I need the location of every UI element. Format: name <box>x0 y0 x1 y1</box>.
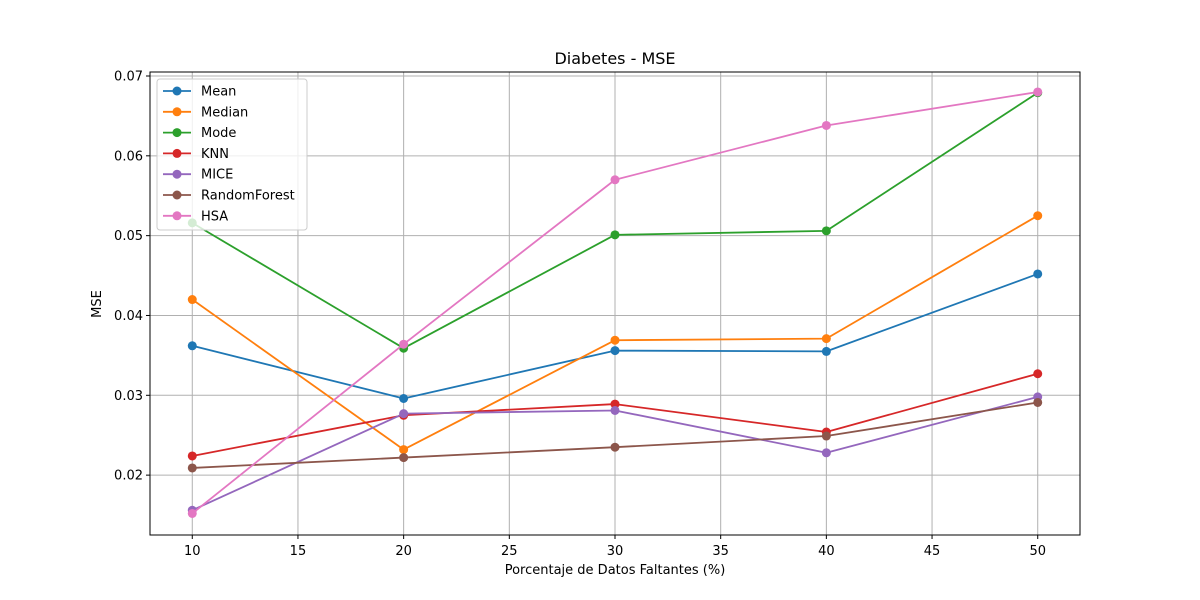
x-tick-label: 25 <box>501 544 518 559</box>
legend-label: Median <box>201 105 248 120</box>
y-tick-label: 0.03 <box>114 389 143 404</box>
legend-item-mode: Mode <box>163 126 236 141</box>
legend-item-knn: KNN <box>163 147 229 162</box>
data-point-randomforest <box>399 453 409 463</box>
y-tick-label: 0.06 <box>114 149 143 164</box>
data-point-randomforest <box>1033 397 1043 407</box>
data-point-mode <box>610 230 620 240</box>
legend-swatch-marker <box>172 107 182 117</box>
legend-label: Mean <box>201 85 236 100</box>
data-point-hsa <box>610 175 620 185</box>
legend-item-mean: Mean <box>163 85 236 100</box>
data-point-hsa <box>187 508 197 518</box>
x-tick-label: 50 <box>1029 544 1046 559</box>
y-tick-label: 0.05 <box>114 229 143 244</box>
x-tick-label: 30 <box>607 544 624 559</box>
legend-label: RandomForest <box>201 189 295 204</box>
data-point-median <box>1033 211 1043 221</box>
data-point-mean <box>187 341 197 351</box>
chart-title: Diabetes - MSE <box>554 49 675 68</box>
x-tick-label: 20 <box>395 544 412 559</box>
y-tick-label: 0.04 <box>114 309 143 324</box>
grid-lines <box>150 72 1080 535</box>
data-point-median <box>821 334 831 344</box>
data-point-mean <box>1033 269 1043 279</box>
x-tick-label: 35 <box>712 544 729 559</box>
data-point-mice <box>821 448 831 458</box>
data-point-mean <box>399 393 409 403</box>
data-point-randomforest <box>821 431 831 441</box>
legend-swatch-marker <box>172 190 182 200</box>
x-tick-label: 15 <box>290 544 307 559</box>
y-axis-label: MSE <box>90 290 105 318</box>
x-tick-label: 40 <box>818 544 835 559</box>
data-point-mean <box>610 346 620 356</box>
x-tick-label: 45 <box>924 544 941 559</box>
data-point-hsa <box>821 120 831 130</box>
series-randomforest <box>187 397 1043 473</box>
y-tick-label: 0.02 <box>114 469 143 484</box>
data-point-randomforest <box>610 442 620 452</box>
legend-item-hsa: HSA <box>163 209 228 224</box>
legend-label: Mode <box>201 126 236 141</box>
legend-swatch-marker <box>172 211 182 221</box>
data-point-median <box>399 445 409 455</box>
x-axis-label: Porcentaje de Datos Faltantes (%) <box>505 563 726 578</box>
y-tick-label: 0.07 <box>114 69 143 84</box>
data-point-mice <box>399 409 409 419</box>
legend-swatch-marker <box>172 128 182 138</box>
legend-label: MICE <box>201 168 233 183</box>
data-point-knn <box>1033 369 1043 379</box>
legend-label: HSA <box>201 209 228 224</box>
legend-item-mice: MICE <box>163 168 233 183</box>
data-point-hsa <box>1033 87 1043 97</box>
legend-swatch-marker <box>172 86 182 96</box>
data-point-mean <box>821 346 831 356</box>
data-point-hsa <box>399 339 409 349</box>
series-mean <box>187 269 1043 403</box>
legend-item-median: Median <box>163 105 248 120</box>
legend-box <box>156 78 308 231</box>
x-tick-label: 10 <box>184 544 201 559</box>
legend-swatch-marker <box>172 148 182 158</box>
data-point-knn <box>187 451 197 461</box>
data-point-median <box>187 295 197 305</box>
data-point-knn <box>610 399 620 409</box>
series-hsa <box>187 87 1043 518</box>
legend-item-randomforest: RandomForest <box>163 189 295 204</box>
data-point-median <box>610 335 620 345</box>
data-point-mice <box>610 405 620 415</box>
legend-label: KNN <box>201 147 229 162</box>
data-point-randomforest <box>187 463 197 473</box>
data-point-mode <box>821 226 831 236</box>
legend: Mean Median Mode KNN MICE RandomForest HSA <box>156 78 308 231</box>
legend-swatch-marker <box>172 169 182 179</box>
axis-ticks: 10 15 20 25 30 35 40 45 50 0.02 0.03 0.04 0.05 0.06 0.… <box>114 69 1046 559</box>
